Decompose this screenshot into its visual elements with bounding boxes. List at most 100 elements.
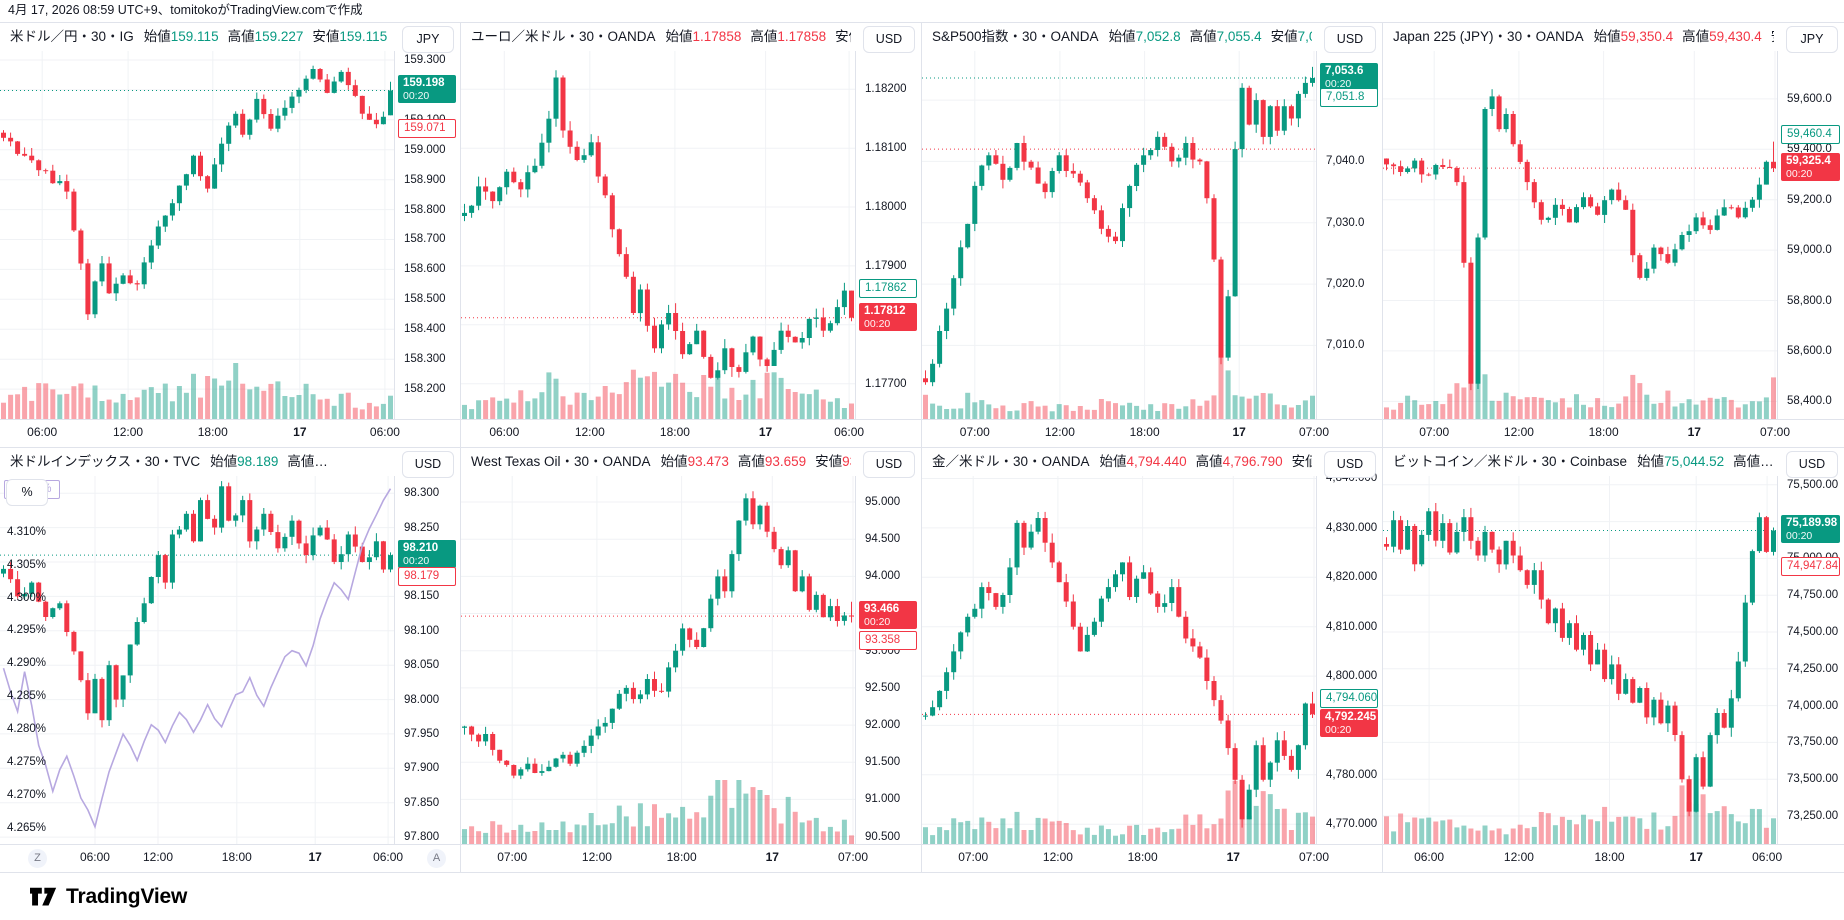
time-axis[interactable]: 07:00 12:00 18:00 17 07:00 [922,844,1382,872]
ohlc-value: 159.115 [339,29,388,44]
price-axis-tick: 58,800.0 [1787,294,1832,307]
price-axis[interactable]: 75,500.0075,250.0075,000.0074,750.0074,5… [1778,476,1844,844]
time-axis-label: 07:00 [1299,850,1330,864]
time-axis[interactable]: 06:00 12:00 18:00 17 06:00 Z A [0,844,460,872]
time-axis-label: 17 [1226,850,1240,864]
time-axis-label: 06:00 [373,850,404,864]
price-axis-tick: 158.900 [404,173,446,186]
price-chart-canvas[interactable]: 4.310% 4.305% 4.300% 4.295% 4.290% 4.285% 4.28… [0,476,395,844]
price-axis-tick: 74,500.00 [1787,626,1839,639]
badge-price: 4,792.245 [1325,711,1377,724]
currency-toggle-button[interactable]: JPY [402,26,454,53]
time-axis-label: 17 [1689,850,1703,864]
price-axis-tick: 1.17700 [865,377,907,390]
price-axis[interactable]: 7,050.07,040.07,030.07,020.07,010.07,053… [1317,51,1382,419]
symbol-title[interactable]: Japan 225 (JPY)・30・OANDA [1393,29,1584,44]
prev-close-badge: 98.179 [398,566,456,586]
currency-toggle-button[interactable]: USD [1324,451,1376,478]
percent-scale-button[interactable]: % [6,479,48,506]
badge-price: 159.071 [404,121,446,134]
ohlc-value: 59,430.4 [1709,29,1762,44]
ohlc-label: 始値 [1108,29,1136,44]
timezone-button[interactable]: Z [28,849,47,868]
symbol-title[interactable]: ビットコイン／米ドル・30・Coinbase [1393,454,1628,469]
price-chart-canvas[interactable] [1383,476,1778,844]
candlestick-plot [1383,51,1777,419]
price-axis[interactable]: 4,840.000 4,830.000 4,820.000 4,810.000 4,80… [1317,472,1382,844]
price-axis[interactable]: 1.182001.181001.180001.179001.178001.177… [856,51,921,419]
badge-price: 59,460.4 [1787,127,1832,140]
symbol-title[interactable]: West Texas Oil・30・OANDA [471,454,651,469]
currency-toggle-button[interactable]: USD [1324,26,1376,53]
symbol-title[interactable]: 米ドル／円・30・IG [10,29,134,44]
price-chart-canvas[interactable] [922,51,1317,419]
currency-toggle-button[interactable]: USD [863,451,915,478]
price-axis[interactable]: 159.300159.200159.100159.000158.900158.8… [395,51,460,419]
candlestick-plot [922,51,1316,419]
price-axis[interactable]: 59,600.0 59,400.0 59,200.0 59,000.0 58,800.0… [1778,51,1844,419]
currency-toggle-button[interactable]: USD [863,26,915,53]
ohlc-value: 4,794.440 [1126,454,1187,469]
time-axis[interactable]: 07:00 12:00 18:00 17 07:00 [461,844,921,872]
ohlc-value: 98.189 [237,454,279,469]
symbol-title[interactable]: 米ドルインデックス・30・TVC [10,454,201,469]
currency-toggle-button[interactable]: USD [1786,451,1838,478]
tradingview-logo[interactable]: TradingView [30,885,187,909]
price-axis-tick: 59,400.0 [1787,143,1832,156]
price-axis-tick: 97.800 [404,831,440,844]
time-axis-label: 12:00 [113,425,144,439]
price-chart-canvas[interactable] [1383,51,1778,419]
time-axis[interactable]: 06:00 12:00 18:00 17 06:00 [461,419,921,447]
price-axis[interactable]: 98.30098.25098.20098.15098.10098.05098.0… [395,476,460,844]
price-axis-tick: 59,000.0 [1787,244,1832,257]
price-axis-tick: 73,500.00 [1787,773,1839,786]
current-price-badge: 4,792.245 00:20 [1320,709,1378,738]
price-axis-tick: 94.500 [865,533,901,546]
price-axis-tick: 158.500 [404,293,446,306]
price-chart-canvas[interactable] [0,51,395,419]
symbol-title[interactable]: 金／米ドル・30・OANDA [932,454,1090,469]
time-axis[interactable]: 07:00 12:00 18:00 17 07:00 [922,419,1382,447]
ohlc-value: 93.659 [764,454,807,469]
ohlc-value: 7,052.2… [1297,29,1312,44]
time-axis-label: 06:00 [489,425,520,439]
ohlc-value: 7,052.8 [1135,29,1181,44]
current-price-badge: 98.210 00:20 [398,540,456,569]
ohlc-value: 59,350.4 [1620,29,1674,44]
candlestick-plot [1383,476,1777,844]
ohlc-label: 安値… [835,29,851,44]
time-axis[interactable]: 06:00 12:00 18:00 17 06:00 [1383,844,1844,872]
symbol-title[interactable]: S&P500指数・30・OANDA [932,29,1099,44]
symbol-title[interactable]: ユーロ／米ドル・30・OANDA [471,29,656,44]
currency-toggle-button[interactable]: USD [402,451,454,478]
price-axis-tick: 4,770.000 [1326,818,1378,831]
prev-close-badge: 74,947.84 [1781,556,1840,576]
badge-price: 59,325.4 [1786,155,1831,168]
ohlc-label: 始値 [143,29,171,44]
price-axis-tick: 97.900 [404,762,440,775]
time-axis[interactable]: 07:00 12:00 18:00 17 07:00 [1383,419,1844,447]
time-axis-label: 17 [765,850,779,864]
chart-panel-gold: 金／米ドル・30・OANDA 始値4,794.440 高値4,796.790 安値… 4… [922,448,1383,873]
price-axis-tick: 1.18000 [865,201,907,214]
left-axis-tick: 4.305% [7,558,47,571]
currency-toggle-button[interactable]: JPY [1786,26,1838,53]
symbol-legend: S&P500指数・30・OANDA 始値7,052.8 高値7,055.4 安値7,0… [922,23,1312,51]
ohlc-value: 159.115 [170,29,219,44]
auto-scale-button[interactable]: A [427,849,446,868]
time-axis-label: 17 [293,425,307,439]
ohlc-label: 高値 [1195,454,1223,469]
price-chart-canvas[interactable] [922,476,1317,844]
tradingview-logo-icon [30,887,57,905]
time-axis-label: 07:00 [497,850,528,864]
chart-panel-usdjpy: 米ドル／円・30・IG始値159.115高値159.227安値159.115終値… [0,23,461,448]
time-axis[interactable]: 06:00 12:00 18:00 17 06:00 [0,419,460,447]
price-chart-canvas[interactable] [461,476,856,844]
time-axis-label: 12:00 [1044,425,1075,439]
price-chart-canvas[interactable] [461,51,856,419]
ohlc-label: 高値… [287,454,328,469]
ohlc-label: 安値 [312,29,340,44]
ohlc-value: 1.17858 [692,29,742,44]
current-price-badge: 59,325.4 00:20 [1781,153,1840,182]
price-axis[interactable]: 95.00094.50094.00093.50093.00092.50092.0… [856,476,921,844]
